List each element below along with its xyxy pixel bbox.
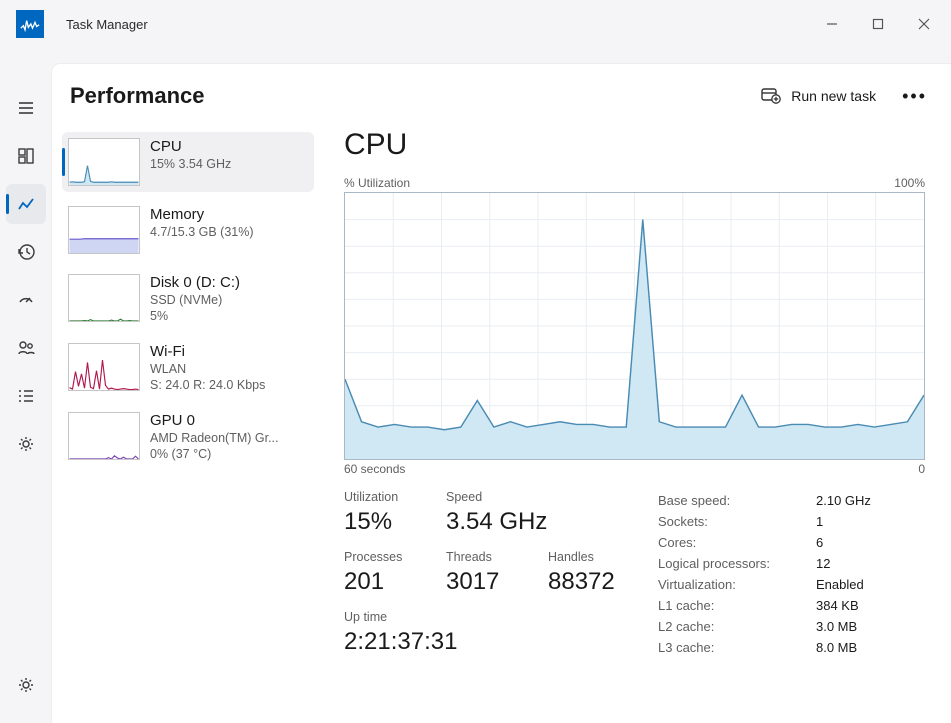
run-task-icon [761, 86, 781, 107]
content-header: Performance Run new task ••• [52, 64, 951, 128]
nav-services-icon[interactable] [6, 424, 46, 464]
chart-y-max: 100% [894, 176, 925, 190]
spec-key: L3 cache: [658, 637, 816, 658]
nav-processes-icon[interactable] [6, 136, 46, 176]
window-controls [809, 8, 947, 40]
titlebar: Task Manager [0, 0, 951, 48]
spec-key: L1 cache: [658, 595, 816, 616]
spec-row: L2 cache:3.0 MB [658, 616, 871, 637]
perf-item-sub: AMD Radeon(TM) Gr... [150, 431, 279, 445]
perf-item-wifi[interactable]: Wi-Fi WLAN S: 24.0 R: 24.0 Kbps [62, 337, 314, 398]
spec-row: L3 cache:8.0 MB [658, 637, 871, 658]
run-task-label: Run new task [791, 88, 876, 104]
detail-title: CPU [344, 128, 925, 162]
stat-value: 3.54 GHz [446, 508, 547, 536]
disk-thumb-chart [68, 274, 140, 322]
spec-key: L2 cache: [658, 616, 816, 637]
perf-item-title: Wi-Fi [150, 343, 265, 360]
perf-resource-list: CPU 15% 3.54 GHz Memory 4.7/15.3 GB (31%… [52, 128, 324, 723]
stat-label: Handles [548, 550, 622, 564]
spec-row: Cores:6 [658, 532, 871, 553]
spec-value: 384 KB [816, 595, 871, 616]
spec-value: 6 [816, 532, 871, 553]
stat-label: Up time [344, 610, 622, 624]
perf-item-title: CPU [150, 138, 231, 155]
perf-item-sub: SSD (NVMe) [150, 293, 240, 307]
app-title: Task Manager [66, 17, 148, 32]
stat-label: Speed [446, 490, 547, 504]
spec-key: Logical processors: [658, 553, 816, 574]
content-panel: Performance Run new task ••• CPU 15% 3.5… [52, 64, 951, 723]
perf-item-title: GPU 0 [150, 412, 279, 429]
spec-row: Sockets:1 [658, 511, 871, 532]
nav-history-icon[interactable] [6, 232, 46, 272]
memory-thumb-chart [68, 206, 140, 254]
stat-value: 15% [344, 508, 418, 536]
stat-value: 201 [344, 568, 418, 596]
spec-value: 3.0 MB [816, 616, 871, 637]
spec-value: Enabled [816, 574, 871, 595]
stat-label: Processes [344, 550, 418, 564]
chart-x-right: 0 [918, 462, 925, 476]
stat-value: 3017 [446, 568, 520, 596]
perf-item-gpu[interactable]: GPU 0 AMD Radeon(TM) Gr... 0% (37 °C) [62, 406, 314, 467]
nav-startup-icon[interactable] [6, 280, 46, 320]
perf-item-memory[interactable]: Memory 4.7/15.3 GB (31%) [62, 200, 314, 260]
cpu-thumb-chart [68, 138, 140, 186]
perf-item-sub: 4.7/15.3 GB (31%) [150, 225, 254, 239]
spec-value: 8.0 MB [816, 637, 871, 658]
perf-item-sub: S: 24.0 R: 24.0 Kbps [150, 378, 265, 392]
nav-performance-icon[interactable] [6, 184, 46, 224]
cpu-utilization-chart [344, 192, 925, 460]
nav-users-icon[interactable] [6, 328, 46, 368]
perf-item-title: Disk 0 (D: C:) [150, 274, 240, 291]
perf-detail-pane: CPU % Utilization 100% 60 seconds 0 Util… [324, 128, 951, 723]
perf-item-sub: 0% (37 °C) [150, 447, 279, 461]
spec-key: Sockets: [658, 511, 816, 532]
minimize-button[interactable] [809, 8, 855, 40]
spec-value: 12 [816, 553, 871, 574]
maximize-button[interactable] [855, 8, 901, 40]
spec-row: L1 cache:384 KB [658, 595, 871, 616]
gpu-thumb-chart [68, 412, 140, 460]
chart-y-label: % Utilization [344, 176, 410, 190]
nav-settings-icon[interactable] [6, 665, 46, 705]
stat-value: 88372 [548, 568, 622, 596]
page-title: Performance [70, 83, 205, 109]
spec-value: 1 [816, 511, 871, 532]
stat-label: Threads [446, 550, 520, 564]
spec-key: Virtualization: [658, 574, 816, 595]
run-new-task-button[interactable]: Run new task [761, 86, 876, 107]
cpu-spec-table: Base speed:2.10 GHzSockets:1Cores:6Logic… [658, 490, 871, 658]
wifi-thumb-chart [68, 343, 140, 391]
spec-key: Cores: [658, 532, 816, 553]
app-icon [16, 10, 44, 38]
perf-item-title: Memory [150, 206, 254, 223]
spec-row: Base speed:2.10 GHz [658, 490, 871, 511]
perf-item-disk[interactable]: Disk 0 (D: C:) SSD (NVMe) 5% [62, 268, 314, 329]
hamburger-icon[interactable] [6, 88, 46, 128]
spec-row: Virtualization:Enabled [658, 574, 871, 595]
stat-label: Utilization [344, 490, 418, 504]
perf-item-sub: 15% 3.54 GHz [150, 157, 231, 171]
more-button[interactable]: ••• [902, 86, 927, 107]
perf-item-sub: WLAN [150, 362, 265, 376]
spec-key: Base speed: [658, 490, 816, 511]
spec-value: 2.10 GHz [816, 490, 871, 511]
nav-rail [0, 48, 52, 723]
nav-details-icon[interactable] [6, 376, 46, 416]
perf-item-cpu[interactable]: CPU 15% 3.54 GHz [62, 132, 314, 192]
spec-row: Logical processors:12 [658, 553, 871, 574]
close-button[interactable] [901, 8, 947, 40]
chart-x-left: 60 seconds [344, 462, 405, 476]
perf-item-sub: 5% [150, 309, 240, 323]
stat-value: 2:21:37:31 [344, 628, 622, 656]
